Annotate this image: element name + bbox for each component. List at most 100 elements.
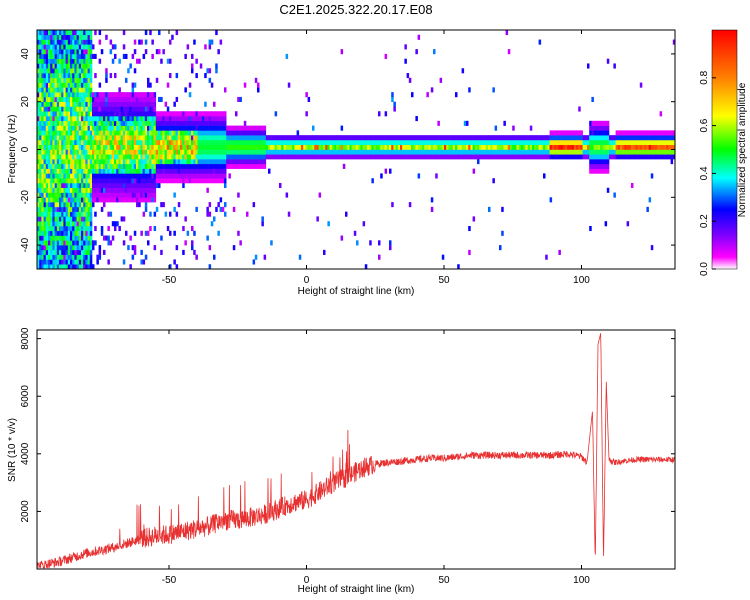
spectrogram-cell bbox=[67, 245, 71, 251]
spectrogram-cell bbox=[98, 245, 102, 251]
spectrogram-cell bbox=[94, 211, 97, 217]
spectrogram-cell bbox=[72, 182, 75, 189]
spectrogram-cell bbox=[184, 154, 187, 160]
spectrogram-cell bbox=[89, 34, 93, 40]
spectrogram-cell bbox=[653, 139, 656, 146]
spectrogram-cell bbox=[78, 39, 82, 45]
spectrogram-cell bbox=[127, 96, 130, 102]
spectrogram-cell bbox=[65, 101, 69, 107]
spectrogram-cell bbox=[89, 130, 93, 136]
spectrogram-cell bbox=[606, 58, 610, 64]
spectrogram-cell bbox=[450, 154, 454, 160]
spectrogram-cell bbox=[118, 197, 121, 203]
spectrogram-cell bbox=[140, 178, 143, 184]
spectrogram-cell bbox=[50, 187, 53, 193]
spectrogram-cell bbox=[230, 130, 234, 136]
spectrogram-cell bbox=[122, 116, 126, 122]
spectrogram-cell bbox=[67, 30, 71, 36]
spectrogram-cell bbox=[129, 139, 132, 146]
spectrogram-cell bbox=[45, 225, 49, 232]
spectrogram-cell bbox=[155, 77, 159, 83]
spectrogram-cell bbox=[609, 154, 612, 160]
spectrogram-cell bbox=[160, 120, 163, 126]
spectrogram-cell bbox=[109, 120, 113, 126]
spectrogram-cell bbox=[54, 249, 58, 255]
spectrogram-cell bbox=[373, 149, 377, 155]
spectrogram-cell bbox=[664, 135, 667, 141]
spectrogram-cell bbox=[261, 159, 264, 165]
spectrogram-cell bbox=[78, 187, 82, 193]
spectrogram-cell bbox=[96, 259, 99, 265]
spectrogram-cell bbox=[175, 173, 179, 179]
spectrogram-cell bbox=[138, 39, 141, 45]
spectrogram-cell bbox=[147, 240, 150, 246]
spectrogram-cell bbox=[428, 135, 432, 141]
spectrogram-cell bbox=[169, 116, 172, 122]
spectrogram-cell bbox=[63, 111, 66, 117]
spectrogram-cell bbox=[41, 163, 44, 169]
spectrogram-cell bbox=[169, 111, 172, 117]
spectrogram-cell bbox=[395, 135, 399, 141]
spectrogram-cell bbox=[48, 206, 51, 212]
spectrogram-cell bbox=[74, 197, 77, 203]
spectrogram-cell bbox=[61, 225, 64, 232]
spectrogram-cell bbox=[87, 116, 91, 122]
spectrogram-cell bbox=[144, 202, 148, 208]
spectrogram-cell bbox=[127, 168, 130, 174]
spectrogram-cell bbox=[114, 173, 117, 179]
spectrogram-cell bbox=[149, 149, 152, 155]
spectrogram-cell bbox=[136, 154, 139, 160]
spectrogram-cell bbox=[78, 240, 82, 246]
spectrogram-cell bbox=[494, 139, 498, 146]
spectrogram-cell bbox=[538, 139, 542, 146]
spectrogram-cell bbox=[133, 197, 137, 203]
spectrogram-cell bbox=[347, 154, 350, 160]
spectrogram-cell bbox=[496, 144, 500, 150]
spectrogram-cell bbox=[466, 149, 469, 155]
spectrogram-cell bbox=[254, 163, 258, 169]
spectrogram-cell bbox=[83, 211, 86, 217]
spectrogram-cell bbox=[109, 182, 113, 189]
spectrogram-cell bbox=[252, 202, 256, 208]
spectrogram-cell bbox=[199, 135, 203, 141]
spectrogram-cell bbox=[613, 139, 616, 146]
spectrogram-cell bbox=[576, 135, 579, 141]
spectrogram-cell bbox=[562, 144, 566, 150]
spectrogram-cell bbox=[382, 144, 385, 150]
spectrogram-cell bbox=[151, 53, 154, 59]
spectrogram-cell bbox=[496, 139, 500, 146]
spectrogram-cell bbox=[633, 149, 636, 155]
spectrogram-cell bbox=[516, 135, 520, 141]
spectrogram-cell bbox=[177, 130, 181, 136]
spectrogram-cell bbox=[48, 34, 51, 40]
spectrogram-cell bbox=[408, 135, 412, 141]
spectrogram-cell bbox=[402, 154, 405, 160]
spectrogram-cell bbox=[512, 144, 515, 150]
spectrogram-cell bbox=[650, 135, 654, 141]
spectrogram-cell bbox=[118, 58, 121, 64]
spectrogram-cell bbox=[263, 154, 267, 160]
spectrogram-cell bbox=[41, 154, 44, 160]
spectrogram-cell bbox=[107, 159, 110, 165]
spectrogram-cell bbox=[81, 77, 84, 83]
spectrogram-cell bbox=[59, 168, 62, 174]
spectrogram-cell bbox=[81, 120, 84, 126]
spectrogram-cell bbox=[114, 130, 117, 136]
spectrogram-cell bbox=[70, 63, 73, 69]
spectrogram-cell bbox=[153, 106, 157, 112]
spectrogram-cell bbox=[219, 163, 223, 169]
spectrogram-cell bbox=[204, 159, 207, 165]
spectrogram-cell bbox=[501, 206, 504, 212]
spectrogram-cell bbox=[228, 154, 231, 160]
spectrogram-cell bbox=[393, 139, 396, 146]
spectrogram-cell bbox=[147, 116, 150, 122]
spectrogram-cell bbox=[455, 154, 458, 160]
spectrogram-cell bbox=[61, 254, 64, 260]
spectrogram-cell bbox=[81, 73, 84, 79]
spectrogram-cell bbox=[41, 202, 44, 208]
spectrogram-cell bbox=[180, 139, 183, 146]
spectrogram-cell bbox=[116, 125, 119, 131]
spectrogram-cell bbox=[661, 130, 665, 136]
spectrogram-cell bbox=[153, 116, 157, 122]
